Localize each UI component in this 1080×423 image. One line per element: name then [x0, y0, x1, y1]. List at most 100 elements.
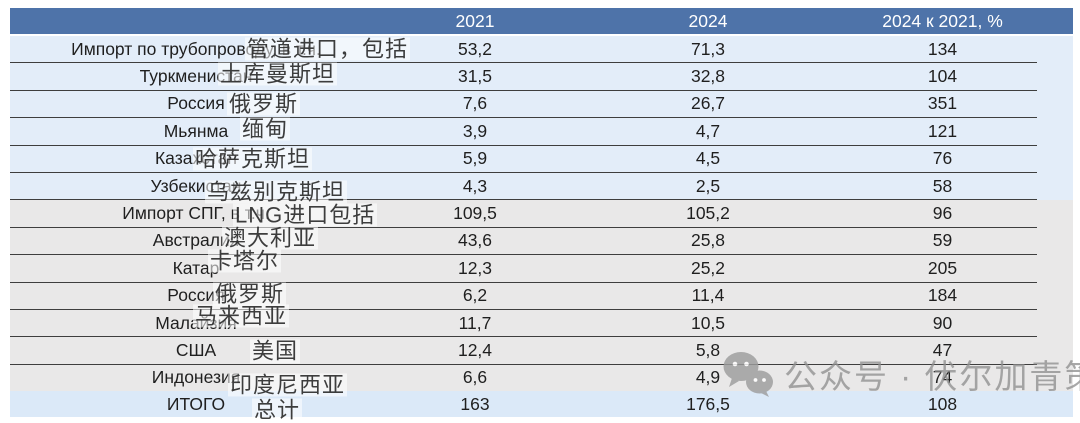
row-label-ru: Россия — [167, 285, 225, 306]
row-label: Мьянма 缅甸 — [10, 116, 382, 146]
value-2024: 5,8 — [568, 336, 848, 365]
table-row: США 美国 12,4 5,8 47 — [10, 336, 1073, 365]
value-pct: 108 — [927, 393, 958, 414]
row-label-zh-overlay: 澳大利亚 — [222, 225, 319, 251]
value-pct: 104 — [848, 62, 1037, 91]
value-pct: 58 — [848, 172, 1037, 201]
value-2024: 71,3 — [568, 35, 848, 64]
row-label-zh-overlay: 总计 — [252, 397, 303, 423]
filler-cell — [1037, 145, 1073, 172]
table-row: Катар 卡塔尔 12,3 25,2 205 — [10, 250, 1073, 283]
col-header-2021: 2021 — [382, 8, 568, 36]
value-pct: 184 — [848, 282, 1037, 310]
value-2024: 11,4 — [568, 282, 848, 310]
value-2021: 109,5 — [382, 199, 568, 228]
value-pct: 47 — [848, 336, 1037, 365]
value-2024: 2,5 — [568, 172, 848, 201]
col-header-filler — [1037, 8, 1073, 36]
value-2021: 11,7 — [382, 309, 568, 338]
value-pct: 205 — [848, 254, 1037, 283]
value-2021: 3,9 — [382, 117, 568, 146]
table-row: Австралия 澳大利亚 43,6 25,8 59 — [10, 225, 1073, 256]
row-label: США 美国 — [10, 336, 382, 365]
row-label-zh-overlay: 缅甸 — [240, 116, 291, 142]
value-2024: 25,2 — [568, 254, 848, 283]
filler-cell — [1037, 172, 1073, 199]
row-label: Катар 卡塔尔 — [10, 250, 382, 283]
value-pct: 76 — [848, 145, 1037, 173]
value-2024: 105,2 — [568, 199, 848, 228]
wechat-icon — [723, 352, 773, 397]
table-row: Казахстан哈萨克斯坦 5,9 4,5 76 — [10, 145, 1073, 173]
table-row: Туркменистан 土库曼斯坦 31,5 32,8 104 — [10, 61, 1073, 91]
value-2024: 26,7 — [568, 90, 848, 119]
row-label-zh-overlay: 哈萨克斯坦 — [193, 146, 313, 172]
table-row: Импорт по трубопроводу, в т.ч. 管道进口，包括 53… — [10, 35, 1073, 64]
row-label: Казахстан哈萨克斯坦 — [10, 145, 382, 173]
value-2021: 7,6 — [382, 90, 568, 119]
value-pct: 134 — [848, 35, 1037, 64]
row-label: Индонезия 印度尼西亚 — [10, 364, 382, 396]
filler-cell — [1037, 35, 1073, 63]
value-2024: 176,5 — [686, 393, 730, 414]
table-row: Индонезия 印度尼西亚 6,6 4,9 74 — [10, 364, 1073, 396]
col-header-pct: 2024 к 2021, % — [848, 8, 1037, 36]
value-2024: 32,8 — [568, 62, 848, 91]
row-label: Туркменистан 土库曼斯坦 — [10, 61, 382, 91]
value-2021: 12,4 — [382, 336, 568, 365]
table-row: Малайзия马来西亚 11,7 10,5 90 — [10, 304, 1073, 338]
value-2024: 4,9 — [695, 367, 721, 388]
row-label-zh-overlay: 卡塔尔 — [208, 248, 282, 274]
row-label-zh-overlay: 俄罗斯 — [213, 281, 287, 307]
value-2021: 4,3 — [382, 172, 568, 201]
row-label-ru: Мьянма — [163, 120, 229, 141]
value-pct: 121 — [848, 117, 1037, 146]
row-label-zh-overlay: 印度尼西亚 — [228, 372, 348, 398]
row-label: Импорт СПГ, в т.ч. LNG进口包括 — [10, 199, 382, 228]
row-label-ru: ИТОГО — [166, 393, 226, 414]
filler-cell — [1037, 200, 1073, 227]
row-label-ru: Россия — [167, 93, 225, 114]
table-row: Россия 俄罗斯 6,2 11,4 184 — [10, 281, 1073, 310]
row-label-ru: Индонезия — [151, 367, 241, 388]
table-row: Мьянма 缅甸 3,9 4,7 121 — [10, 116, 1073, 146]
filler-cell — [1037, 227, 1073, 254]
row-label-zh-overlay: 俄罗斯 — [227, 91, 301, 117]
col-header-empty — [10, 8, 382, 36]
row-label-zh-overlay: 管道进口，包括 — [245, 36, 411, 62]
filler-cell — [1037, 255, 1073, 282]
wechat-watermark: 公众号 · 伏尔加青策 — [722, 348, 1080, 400]
value-2021: 12,3 — [382, 254, 568, 283]
value-2021: 31,5 — [382, 62, 568, 91]
value-pct: 351 — [848, 90, 1037, 119]
value-2021: 6,2 — [382, 282, 568, 310]
row-label-ru: США — [175, 339, 217, 360]
value-pct: 59 — [848, 227, 1037, 256]
row-label-zh-overlay: 美国 — [250, 338, 301, 364]
watermark-text: 公众号 · 伏尔加青策 — [784, 358, 1080, 395]
filler-cell — [1037, 118, 1073, 145]
filler-cell — [1037, 90, 1073, 117]
table-row: Узбекистан 乌兹别克斯坦 4,3 2,5 58 — [10, 172, 1073, 204]
value-2024: 4,7 — [568, 117, 848, 146]
value-2024: 4,5 — [568, 145, 848, 173]
row-label-zh-overlay: 土库曼斯坦 — [218, 61, 338, 87]
value-2021: 163 — [460, 393, 490, 414]
row-label-zh-overlay: LNG进口包括 — [233, 201, 378, 227]
col-header-2024: 2024 — [568, 8, 848, 36]
value-2024: 25,8 — [568, 227, 848, 256]
filler-cell — [1037, 309, 1073, 336]
row-label: Узбекистан 乌兹别克斯坦 — [10, 172, 382, 204]
row-label-ru: Катар — [172, 257, 220, 278]
value-pct: 74 — [932, 367, 953, 388]
table-header-row: 2021 2024 2024 к 2021, % — [10, 8, 1073, 36]
table-row: Импорт СПГ, в т.ч. LNG进口包括 109,5 105,2 96 — [10, 199, 1073, 228]
row-label-ru: Австралия — [152, 230, 240, 251]
row-label-ru: Импорт СПГ, в т.ч. — [122, 203, 270, 224]
row-label: Австралия 澳大利亚 — [10, 225, 382, 256]
value-pct: 90 — [848, 309, 1037, 338]
row-label-zh-overlay: 乌兹别克斯坦 — [205, 179, 348, 205]
value-2021: 43,6 — [382, 227, 568, 256]
value-pct: 96 — [848, 199, 1037, 228]
value-2021: 5,9 — [382, 145, 568, 173]
